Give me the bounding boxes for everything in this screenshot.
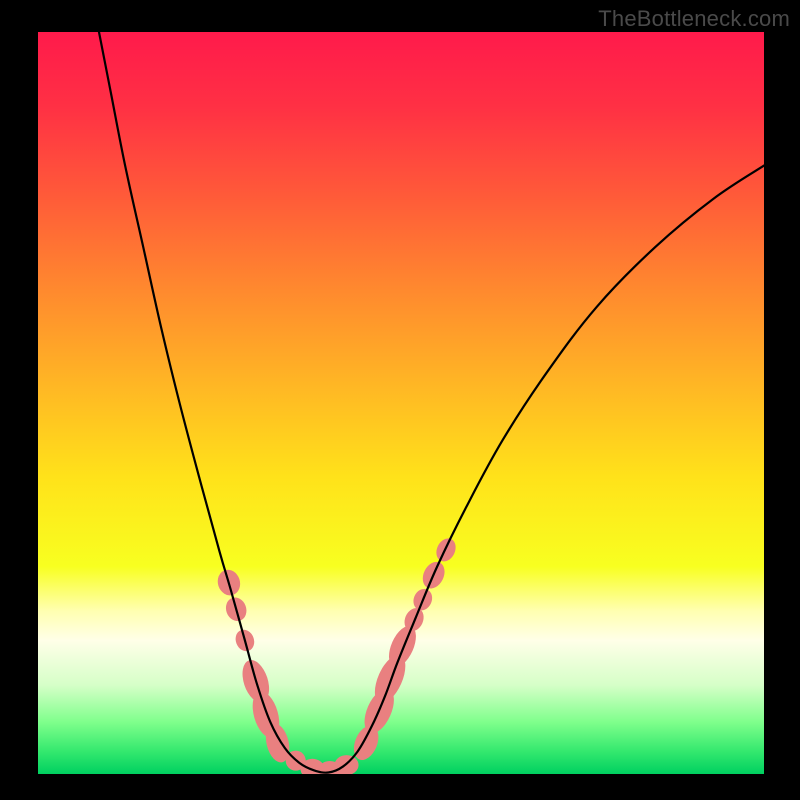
watermark-text: TheBottleneck.com: [598, 6, 790, 32]
chart-figure: TheBottleneck.com: [0, 0, 800, 800]
chart-svg: [0, 0, 800, 800]
